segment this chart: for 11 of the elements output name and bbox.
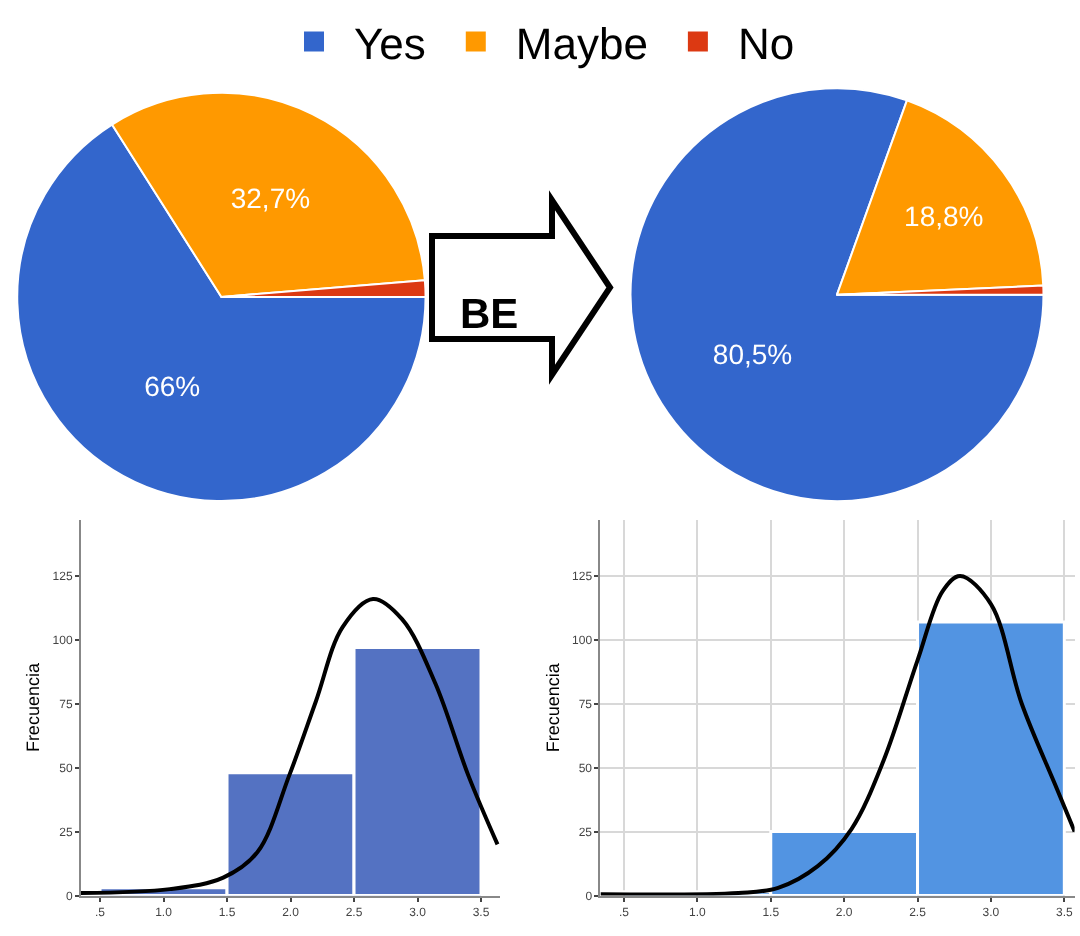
pie-slice [629, 87, 1045, 503]
data-label: 66% [144, 370, 201, 403]
data-label: 18,8% [904, 200, 984, 233]
legend-label: No [737, 18, 795, 69]
legend-label: Yes [354, 18, 426, 69]
y-axis-title: Frecuencia [542, 663, 563, 753]
data-label: 32,7% [230, 182, 311, 215]
text: BE [460, 292, 519, 338]
y-axis-title: Frecuencia [23, 663, 44, 753]
legend-label: Maybe [515, 18, 648, 69]
data-label: 80,5% [712, 338, 793, 370]
